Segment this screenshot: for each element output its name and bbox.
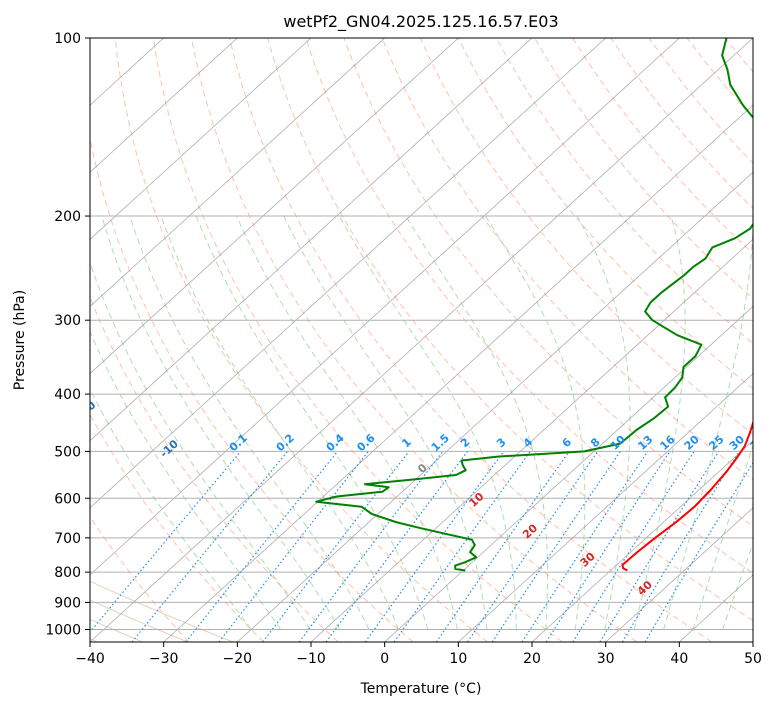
y-tick-label: 900 xyxy=(54,595,81,611)
isotherm-line xyxy=(90,38,753,642)
mixing-ratio-lines xyxy=(90,451,753,642)
y-tick-label: 200 xyxy=(54,209,81,225)
chart-title: wetPf2_GN04.2025.125.16.57.E03 xyxy=(283,12,558,32)
dry-adiabat-line xyxy=(419,38,753,435)
isotherm-line xyxy=(90,38,680,576)
mixing-ratio-line xyxy=(325,451,468,642)
x-tick-label: 0 xyxy=(380,651,389,667)
profile-series xyxy=(315,38,753,572)
dry-adiabat-line xyxy=(495,38,753,345)
y-tick-label: 800 xyxy=(54,565,81,581)
x-tick-label: 40 xyxy=(670,651,688,667)
mixing-ratio-line xyxy=(131,451,289,642)
mixing-ratio-line xyxy=(364,451,505,642)
isotherm-line xyxy=(605,507,753,642)
mixing-ratio-line xyxy=(572,451,695,642)
isotherm-line xyxy=(531,440,753,642)
isotherms xyxy=(90,38,753,642)
y-tick-label: 100 xyxy=(54,31,81,47)
mixing-ratio-line xyxy=(466,451,599,642)
mixing-ratio-line xyxy=(298,451,444,642)
y-tick-label: 500 xyxy=(54,444,81,460)
x-tick-label: 20 xyxy=(523,651,541,667)
mixing-ratio-label: 36 xyxy=(748,433,768,453)
isotherm-line xyxy=(90,38,238,173)
plot-frame xyxy=(89,37,754,643)
y-tick-label: 400 xyxy=(54,387,81,403)
x-axis: −40 −30 −20 −10 0 10 20 30 40 50 xyxy=(75,642,762,667)
dry-adiabat-line xyxy=(114,38,488,642)
dry-adiabat-line xyxy=(90,413,264,642)
mixing-ratio-line xyxy=(262,451,410,642)
dry-adiabat-line xyxy=(229,38,712,642)
dry-adiabat-line xyxy=(190,38,638,642)
isotherm-line xyxy=(90,38,312,240)
isotherm-line xyxy=(237,171,753,642)
mixing-ratio-line xyxy=(621,451,740,642)
y-axis: 100 200 300 400 500 600 700 800 900 1000 xyxy=(45,31,90,638)
mixing-ratio-line xyxy=(185,451,339,642)
x-tick-label: 10 xyxy=(449,651,467,667)
isotherm-line xyxy=(458,373,753,642)
mixing-ratio-line xyxy=(599,451,720,642)
plot-area: -100-90-80-70-60-50-40-30-20-100.10.20.4… xyxy=(75,38,768,642)
y-tick-label: 300 xyxy=(54,313,81,329)
mixing-ratio-line xyxy=(491,451,621,642)
dewpoint-profile-line xyxy=(315,38,753,572)
dry-adiabat-line xyxy=(90,515,190,642)
outer-curves xyxy=(90,580,234,642)
x-tick-label: −30 xyxy=(149,651,179,667)
mixing-ratio-line xyxy=(521,451,649,642)
moist-adiabat-line xyxy=(663,215,753,630)
y-axis-label: Pressure (hPa) xyxy=(12,290,28,390)
dry-adiabat-line xyxy=(267,38,753,622)
dry-adiabat-line xyxy=(305,38,753,574)
mixing-ratio-line xyxy=(90,451,242,633)
y-tick-label: 700 xyxy=(54,531,81,547)
x-tick-label: 30 xyxy=(597,651,615,667)
dry-adiabat-line xyxy=(343,38,753,527)
mixing-ratio-line xyxy=(435,451,570,642)
dry-adiabat-line xyxy=(534,38,753,300)
isotherm-line xyxy=(163,104,753,642)
isotherm-line xyxy=(90,38,459,375)
moist-adiabat-line xyxy=(101,215,340,630)
x-tick-label: 50 xyxy=(744,651,762,667)
temperature-profile-line xyxy=(621,419,753,572)
dry-adiabat-label: -20 xyxy=(75,398,99,421)
x-tick-label: −10 xyxy=(296,651,326,667)
x-tick-label: −20 xyxy=(223,651,253,667)
dry-adiabat-line xyxy=(90,135,414,642)
mixing-ratio-line xyxy=(545,451,671,642)
isotherm-line xyxy=(90,38,533,442)
mixing-ratio-line xyxy=(393,451,531,642)
y-tick-label: 1000 xyxy=(45,622,81,638)
isotherm-line xyxy=(90,38,606,509)
dry-adiabat-line xyxy=(381,38,753,481)
isotherm-line xyxy=(90,38,385,307)
x-axis-label: Temperature (°C) xyxy=(360,681,482,697)
isotherm-line xyxy=(384,305,753,642)
dry-adiabat-line xyxy=(457,38,753,390)
outer-curve xyxy=(90,580,234,642)
y-tick-label: 600 xyxy=(54,491,81,507)
x-tick-label: −40 xyxy=(75,651,105,667)
isotherm-line xyxy=(310,238,753,642)
